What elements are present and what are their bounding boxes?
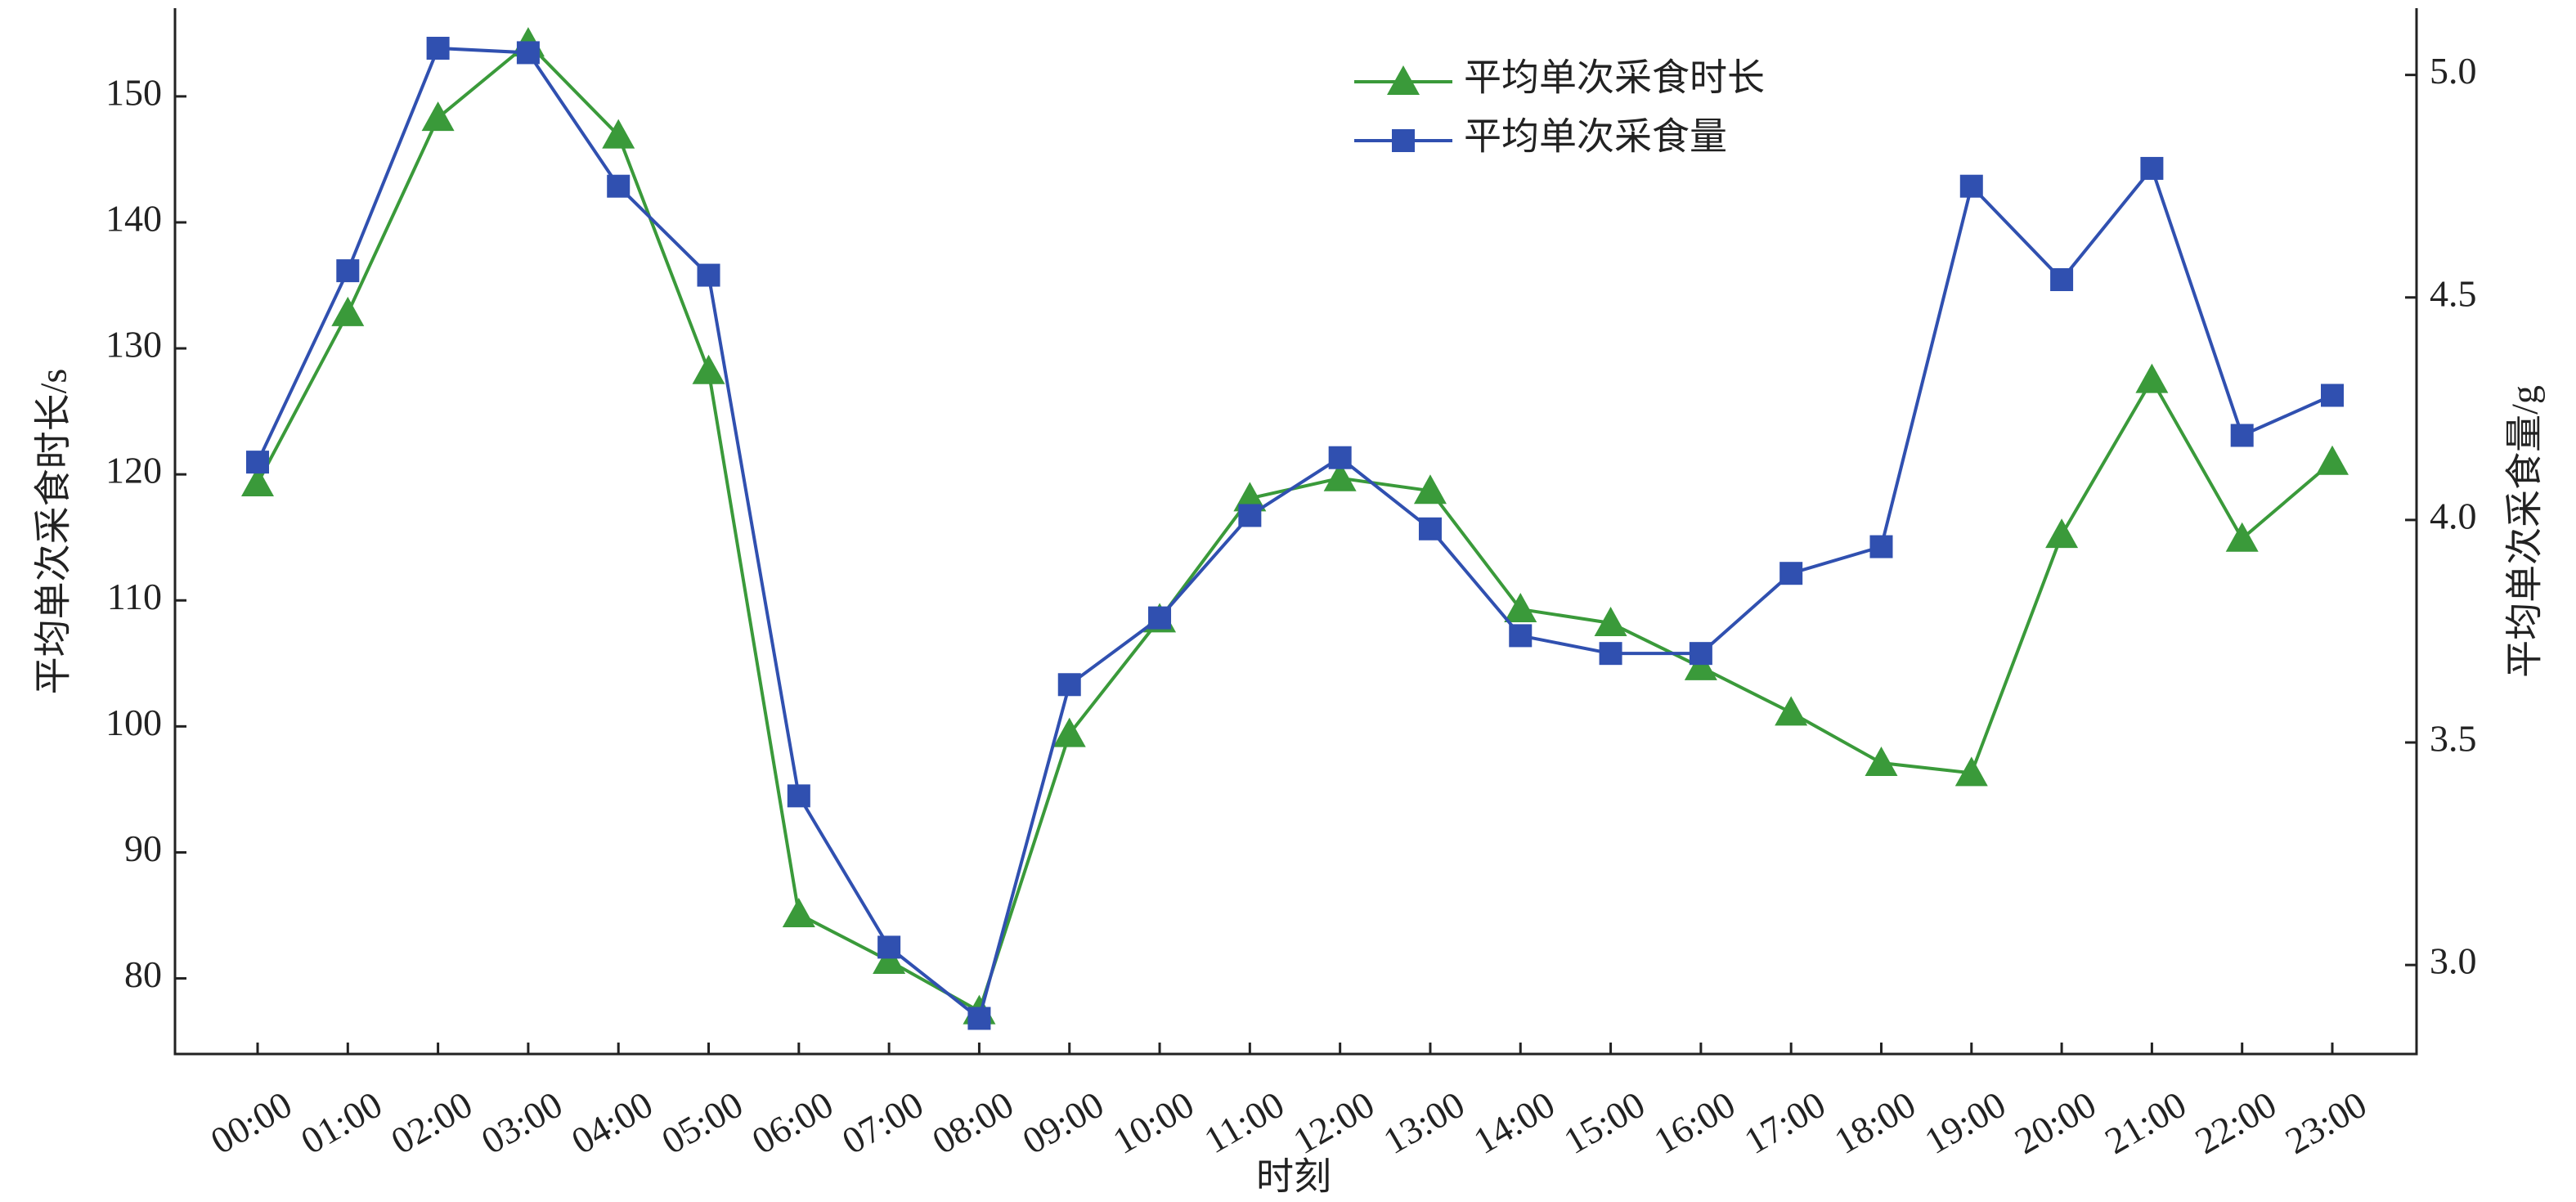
y2-tick-label: 4.0 xyxy=(2430,495,2477,536)
legend-label: 平均单次采食时长 xyxy=(1464,57,1765,99)
data-point xyxy=(1865,747,1898,777)
data-point xyxy=(1684,650,1717,680)
y-axis-label: 平均单次采食时长/s xyxy=(33,369,74,695)
x-tick-label: 00:00 xyxy=(204,1083,298,1163)
legend-marker xyxy=(1387,65,1420,95)
data-point xyxy=(421,101,455,132)
data-point xyxy=(692,354,725,384)
data-point xyxy=(967,1007,991,1030)
x-tick-label: 09:00 xyxy=(1016,1083,1111,1163)
data-point xyxy=(2316,445,2349,475)
data-point xyxy=(1418,517,1442,540)
y-tick-label: 90 xyxy=(124,827,162,869)
x-tick-label: 07:00 xyxy=(835,1083,930,1163)
y2-axis-label: 平均单次采食量/g xyxy=(2504,385,2546,678)
y-tick-label: 100 xyxy=(105,702,162,743)
x-tick-label: 19:00 xyxy=(1918,1083,2013,1163)
x-tick-label: 15:00 xyxy=(1557,1083,1652,1163)
x-tick-label: 11:00 xyxy=(1197,1083,1291,1162)
x-tick-label: 04:00 xyxy=(564,1083,659,1163)
data-point xyxy=(1779,562,1803,585)
x-tick-label: 22:00 xyxy=(2188,1083,2283,1163)
x-tick-label: 01:00 xyxy=(294,1083,388,1163)
y-tick-label: 120 xyxy=(105,450,162,491)
data-point xyxy=(1594,606,1627,636)
data-point xyxy=(1959,174,1983,198)
x-tick-label: 14:00 xyxy=(1466,1083,1561,1163)
data-point xyxy=(2230,424,2254,447)
x-tick-label: 05:00 xyxy=(655,1083,750,1163)
data-point xyxy=(2225,522,2259,552)
y2-tick-label: 3.5 xyxy=(2430,718,2477,760)
data-point xyxy=(2050,267,2074,291)
data-point xyxy=(1413,474,1447,505)
data-point xyxy=(607,174,631,198)
x-tick-label: 21:00 xyxy=(2098,1083,2192,1163)
y-tick-label: 110 xyxy=(107,576,162,617)
x-tick-label: 12:00 xyxy=(1286,1083,1381,1163)
x-tick-label: 06:00 xyxy=(745,1083,840,1163)
data-point xyxy=(1148,606,1172,630)
x-tick-label: 02:00 xyxy=(384,1083,479,1163)
data-point xyxy=(877,935,901,959)
x-tick-label: 13:00 xyxy=(1376,1083,1471,1163)
y2-tick-label: 5.0 xyxy=(2430,50,2477,92)
legend-marker xyxy=(1392,129,1415,152)
data-point xyxy=(1233,482,1267,512)
data-point xyxy=(1775,696,1808,726)
data-point xyxy=(782,897,815,927)
x-tick-label: 08:00 xyxy=(925,1083,1020,1163)
data-point xyxy=(241,466,274,496)
y2-tick-label: 3.0 xyxy=(2430,940,2477,982)
data-point xyxy=(2140,156,2164,180)
y2-tick-label: 4.5 xyxy=(2430,272,2477,314)
x-tick-label: 16:00 xyxy=(1647,1083,1742,1163)
data-point xyxy=(1509,624,1533,648)
data-point xyxy=(1057,673,1081,697)
data-point xyxy=(1869,535,1893,558)
data-point xyxy=(331,296,365,326)
x-tick-label: 17:00 xyxy=(1737,1083,1832,1163)
y-tick-label: 140 xyxy=(105,198,162,240)
series-line xyxy=(256,46,2333,1021)
data-point xyxy=(1599,642,1622,666)
data-point xyxy=(1504,593,1537,623)
data-point xyxy=(426,36,450,60)
data-point xyxy=(336,259,360,283)
y-tick-label: 80 xyxy=(124,953,162,995)
x-tick-label: 10:00 xyxy=(1106,1083,1200,1163)
data-point xyxy=(1328,446,1352,469)
data-point xyxy=(787,784,810,808)
axis-frame xyxy=(173,8,2418,1056)
data-point xyxy=(1954,756,1988,787)
legend-label: 平均单次采食量 xyxy=(1464,116,1727,158)
x-tick-label: 18:00 xyxy=(1828,1083,1923,1163)
series-line xyxy=(256,41,2334,1014)
data-point xyxy=(1323,461,1357,491)
data-point xyxy=(1052,717,1086,747)
data-point xyxy=(1689,642,1712,666)
data-point xyxy=(2135,363,2169,393)
x-axis-label: 时刻 xyxy=(1256,1156,1331,1198)
y-tick-label: 130 xyxy=(105,324,162,366)
data-point xyxy=(697,263,720,287)
y-tick-label: 150 xyxy=(105,71,162,113)
data-point xyxy=(2321,383,2344,407)
x-tick-label: 20:00 xyxy=(2008,1083,2103,1163)
data-point xyxy=(873,944,906,974)
x-tick-label: 23:00 xyxy=(2278,1083,2373,1163)
x-tick-label: 03:00 xyxy=(474,1083,569,1163)
data-point xyxy=(1238,504,1262,527)
data-point xyxy=(516,41,540,65)
data-point xyxy=(246,451,269,474)
data-point xyxy=(2045,518,2079,549)
data-point xyxy=(602,119,635,149)
